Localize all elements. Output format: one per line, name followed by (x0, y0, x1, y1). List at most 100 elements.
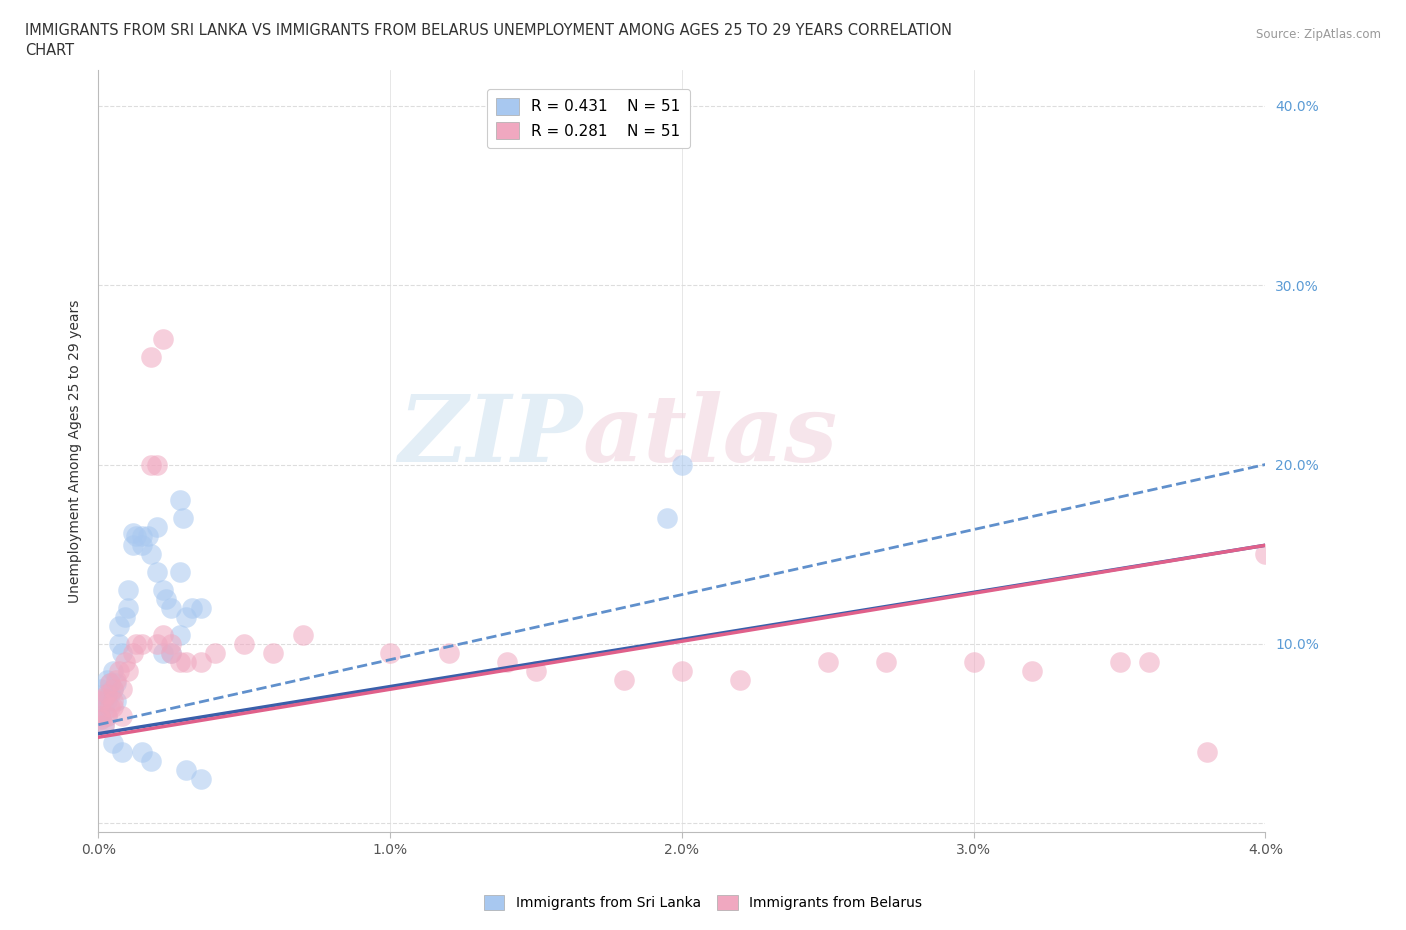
Point (96, 709, 118, 724)
Point (125, 529, 148, 544)
Point (378, 645, 402, 660)
Point (160, 645, 183, 660)
Point (152, 331, 174, 346)
Y-axis label: Unemployment Among Ages 25 to 29 years: Unemployment Among Ages 25 to 29 years (69, 299, 83, 603)
Point (1108, 655, 1130, 670)
Point (125, 636, 148, 651)
Point (152, 583, 174, 598)
Point (174, 762, 197, 777)
Point (90, 694, 112, 709)
Point (190, 655, 212, 670)
Point (111, 682, 134, 697)
Point (108, 636, 131, 651)
Point (131, 538, 153, 552)
Point (291, 628, 314, 643)
Point (174, 655, 197, 670)
Point (108, 663, 131, 678)
Point (146, 520, 169, 535)
Point (169, 628, 191, 643)
Point (817, 655, 839, 670)
Point (1254, 547, 1277, 562)
Text: ZIP: ZIP (398, 391, 582, 481)
Point (612, 672, 634, 687)
Point (101, 682, 124, 697)
Point (169, 655, 191, 670)
Point (233, 636, 256, 651)
Point (111, 645, 134, 660)
Point (496, 655, 519, 670)
Point (90, 682, 112, 697)
Point (160, 601, 183, 616)
Point (728, 672, 751, 687)
Point (111, 709, 134, 724)
Point (90, 694, 112, 709)
Point (117, 583, 139, 598)
Point (98, 699, 121, 714)
Point (190, 771, 212, 786)
Point (1137, 655, 1160, 670)
Point (262, 645, 284, 660)
Point (524, 663, 547, 678)
Point (101, 736, 124, 751)
Point (117, 663, 139, 678)
Point (93, 717, 115, 732)
Point (93, 690, 115, 705)
Point (160, 636, 183, 651)
Text: Source: ZipAtlas.com: Source: ZipAtlas.com (1256, 28, 1381, 41)
Point (437, 645, 460, 660)
Point (96, 672, 118, 687)
Point (93, 686, 115, 701)
Point (131, 529, 153, 544)
Point (108, 618, 131, 633)
Point (96, 709, 118, 724)
Point (89, 709, 111, 724)
Point (139, 350, 162, 365)
Point (657, 511, 679, 525)
Point (152, 645, 174, 660)
Point (152, 628, 174, 643)
Point (139, 753, 162, 768)
Point (114, 609, 136, 624)
Point (1195, 744, 1218, 759)
Point (139, 457, 162, 472)
Point (98, 686, 121, 701)
Point (136, 529, 159, 544)
Point (671, 663, 693, 678)
Point (180, 601, 202, 616)
Point (104, 694, 127, 709)
Point (114, 655, 136, 670)
Point (155, 591, 177, 606)
Point (104, 672, 127, 687)
Point (98, 676, 121, 691)
Legend: Immigrants from Sri Lanka, Immigrants from Belarus: Immigrants from Sri Lanka, Immigrants fr… (478, 889, 928, 916)
Point (1021, 663, 1043, 678)
Point (104, 676, 127, 691)
Point (131, 636, 153, 651)
Point (122, 525, 145, 540)
Text: atlas: atlas (582, 391, 838, 481)
Point (89, 709, 111, 724)
Point (169, 493, 191, 508)
Point (90, 711, 112, 726)
Point (93, 717, 115, 732)
Point (146, 565, 169, 579)
Point (172, 511, 194, 525)
Text: IMMIGRANTS FROM SRI LANKA VS IMMIGRANTS FROM BELARUS UNEMPLOYMENT AMONG AGES 25 : IMMIGRANTS FROM SRI LANKA VS IMMIGRANTS … (25, 23, 952, 38)
Point (962, 655, 984, 670)
Point (101, 682, 124, 697)
Point (146, 457, 169, 472)
Point (671, 457, 693, 472)
Point (96, 694, 118, 709)
Point (117, 601, 139, 616)
Point (93, 699, 115, 714)
Point (160, 645, 183, 660)
Point (122, 645, 145, 660)
Point (131, 744, 153, 759)
Point (101, 694, 124, 709)
Point (204, 645, 226, 660)
Point (98, 676, 121, 691)
Point (90, 711, 112, 726)
Point (111, 744, 134, 759)
Point (96, 686, 118, 701)
Point (122, 538, 145, 552)
